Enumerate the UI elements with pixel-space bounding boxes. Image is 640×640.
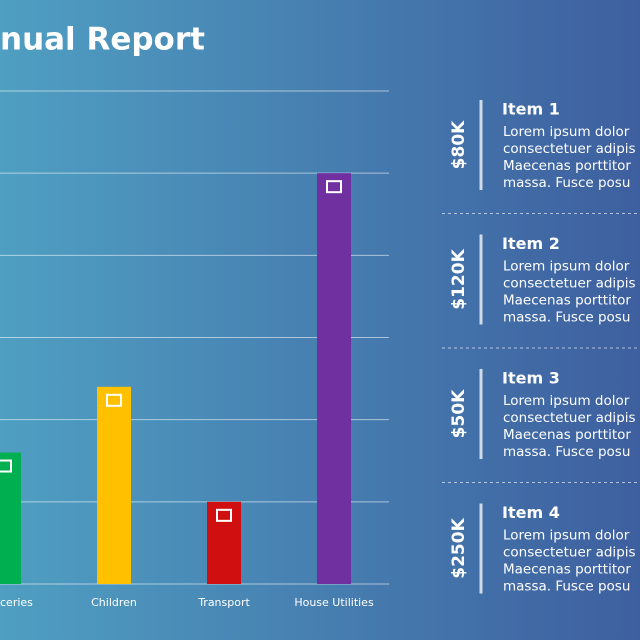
item-text: Maecenas porttitor — [503, 293, 631, 309]
item-text: Maecenas porttitor — [503, 158, 631, 174]
item-text: Lorem ipsum dolor — [503, 124, 630, 140]
item-text: Lorem ipsum dolor — [503, 259, 630, 275]
item-amount: $250K — [449, 517, 469, 578]
item-title: Item 2 — [502, 234, 560, 253]
x-tick-label: Children — [91, 596, 137, 609]
item-text: massa. Fusce posu — [503, 310, 630, 326]
item-text: consectetuer adipis — [503, 545, 636, 561]
x-tick-label: ceries — [0, 596, 33, 609]
bar-icon — [326, 180, 342, 194]
item-title: Item 3 — [502, 369, 560, 388]
item-title: Item 4 — [502, 503, 560, 522]
item-text: Lorem ipsum dolor — [503, 528, 630, 544]
item-amount: $80K — [449, 120, 469, 169]
item-text: massa. Fusce posu — [503, 444, 630, 460]
item-amount: $120K — [449, 248, 469, 309]
x-tick-label: House Utilities — [294, 596, 374, 609]
bar-icon — [216, 508, 232, 522]
bar — [0, 452, 21, 584]
item-text: consectetuer adipis — [503, 276, 636, 292]
bar — [207, 501, 241, 584]
x-tick-label: Transport — [197, 596, 250, 609]
bar — [97, 386, 131, 584]
item-title: Item 1 — [502, 100, 560, 119]
item-text: massa. Fusce posu — [503, 579, 630, 595]
chart: ceries Children Transport House Utilities — [0, 90, 389, 609]
bar-icon — [106, 393, 122, 407]
item-text: consectetuer adipis — [503, 141, 636, 157]
chart-title: nual Report — [0, 22, 205, 58]
item-text: Maecenas porttitor — [503, 427, 631, 443]
item-amount: $50K — [449, 389, 469, 438]
item-text: Lorem ipsum dolor — [503, 393, 630, 409]
item-text: Maecenas porttitor — [503, 562, 631, 578]
item-text: consectetuer adipis — [503, 410, 636, 426]
item-text: massa. Fusce posu — [503, 175, 630, 191]
bar — [317, 173, 351, 584]
bar-icon — [0, 459, 12, 473]
